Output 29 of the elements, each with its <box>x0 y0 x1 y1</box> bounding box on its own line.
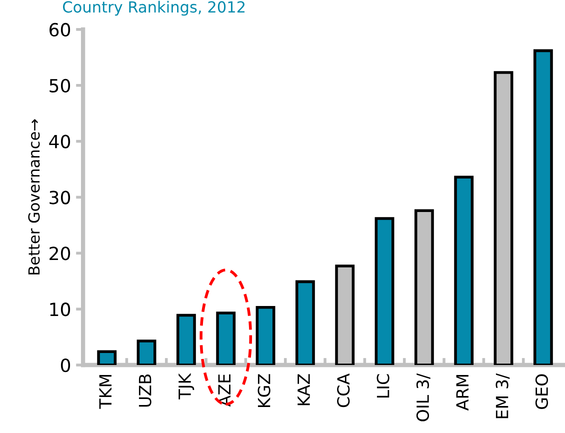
bar <box>533 49 553 366</box>
bar <box>454 176 474 366</box>
x-tick-label: KGZ <box>258 374 270 407</box>
x-tick-label: EM 3/ <box>496 373 510 418</box>
bar <box>374 217 394 366</box>
y-tick-label: 30 <box>50 190 70 204</box>
y-tick-label: 20 <box>50 246 70 260</box>
y-axis-title: Better Governance→ <box>28 119 40 274</box>
y-tick-label: 60 <box>50 22 70 37</box>
x-tick-label: TJK <box>178 373 194 400</box>
x-tick-label: LIC <box>376 374 390 398</box>
x-tick-label: OIL 3/ <box>416 373 430 422</box>
y-tick-label: 40 <box>49 134 70 148</box>
bar <box>97 350 117 366</box>
bar <box>216 312 236 366</box>
x-tick-label: CCA <box>337 373 350 408</box>
chart-title: Country Rankings, 2012 <box>63 0 245 16</box>
x-tick-label: TKM <box>99 374 112 409</box>
y-tick-label: 0 <box>60 358 70 372</box>
bar <box>136 340 156 366</box>
x-tick-label: GEO <box>535 374 548 409</box>
y-tick-label: 50 <box>50 78 70 92</box>
bar <box>256 306 276 366</box>
x-tick-label: KAZ <box>298 374 310 406</box>
bar <box>176 314 196 366</box>
x-tick-label: UZB <box>138 374 152 407</box>
x-tick-label: ARM <box>456 374 468 411</box>
bar <box>295 280 315 366</box>
y-tick-label: 10 <box>50 302 70 316</box>
